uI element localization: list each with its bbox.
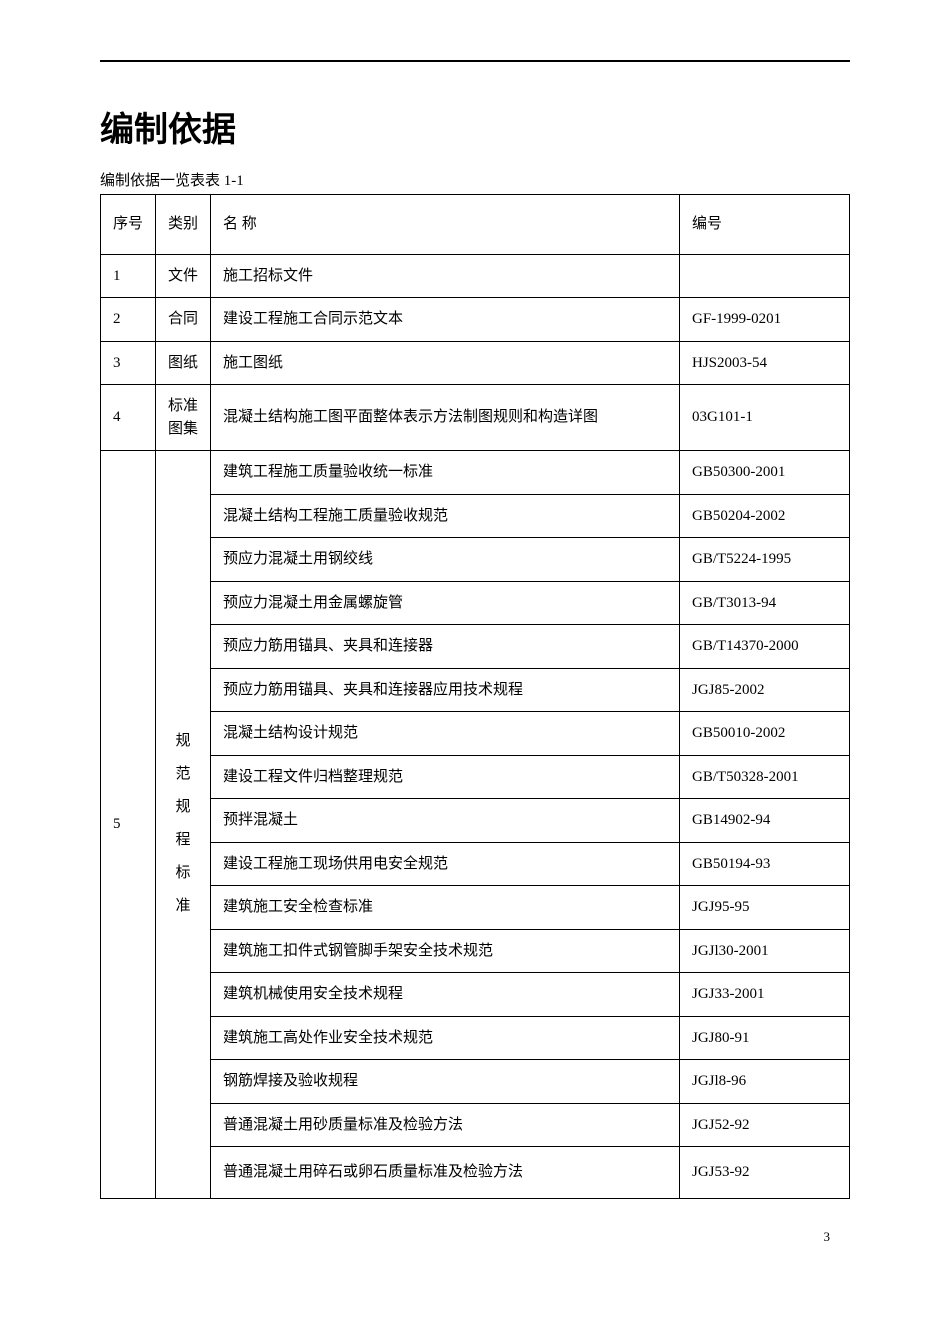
cell-code: GB50204-2002	[680, 494, 850, 538]
table-row: 预应力混凝土用金属螺旋管 GB/T3013-94	[101, 581, 850, 625]
table-row: 4 标准 图集 混凝土结构施工图平面整体表示方法制图规则和构造详图 03G101…	[101, 385, 850, 451]
cell-code: JGJl8-96	[680, 1060, 850, 1104]
cell-seq: 4	[101, 385, 156, 451]
page-number: 3	[100, 1229, 850, 1245]
cell-code: JGJ85-2002	[680, 668, 850, 712]
table-caption: 编制依据一览表表 1-1	[100, 169, 850, 190]
cell-name: 建设工程施工现场供用电安全规范	[211, 842, 680, 886]
table-row: 普通混凝土用砂质量标准及检验方法 JGJ52-92	[101, 1103, 850, 1147]
cell-seq: 5	[101, 451, 156, 1199]
table-row: 钢筋焊接及验收规程 JGJl8-96	[101, 1060, 850, 1104]
header-category: 类别	[156, 195, 211, 255]
cell-category: 文件	[156, 254, 211, 298]
cell-name: 普通混凝土用碎石或卵石质量标准及检验方法	[211, 1147, 680, 1199]
table-row: 建筑施工安全检查标准 JGJ95-95	[101, 886, 850, 930]
cell-code: GB14902-94	[680, 799, 850, 843]
header-name: 名 称	[211, 195, 680, 255]
cell-code: JGJ53-92	[680, 1147, 850, 1199]
cell-name: 预拌混凝土	[211, 799, 680, 843]
cell-code: GB50300-2001	[680, 451, 850, 495]
standards-table: 序号 类别 名 称 编号 1 文件 施工招标文件 2 合同 建设工程施工合同示范…	[100, 194, 850, 1199]
cell-code: GB/T3013-94	[680, 581, 850, 625]
cell-code: JGJ52-92	[680, 1103, 850, 1147]
page-title: 编制依据	[100, 102, 850, 151]
cell-name: 钢筋焊接及验收规程	[211, 1060, 680, 1104]
table-row: 预应力混凝土用钢绞线 GB/T5224-1995	[101, 538, 850, 582]
table-row: 建筑施工高处作业安全技术规范 JGJ80-91	[101, 1016, 850, 1060]
header-rule	[100, 60, 850, 62]
cell-name: 建筑工程施工质量验收统一标准	[211, 451, 680, 495]
cell-code: GB50010-2002	[680, 712, 850, 756]
cell-name: 建设工程文件归档整理规范	[211, 755, 680, 799]
cell-category: 图纸	[156, 341, 211, 385]
cell-name: 混凝土结构施工图平面整体表示方法制图规则和构造详图	[211, 385, 680, 451]
cell-code: 03G101-1	[680, 385, 850, 451]
cell-name: 预应力混凝土用金属螺旋管	[211, 581, 680, 625]
cell-name: 施工图纸	[211, 341, 680, 385]
table-row: 建筑机械使用安全技术规程 JGJ33-2001	[101, 973, 850, 1017]
cell-code: JGJl30-2001	[680, 929, 850, 973]
cell-code	[680, 254, 850, 298]
cell-name: 预应力混凝土用钢绞线	[211, 538, 680, 582]
cell-code: JGJ33-2001	[680, 973, 850, 1017]
cell-code: GB50194-93	[680, 842, 850, 886]
table-row: 建筑施工扣件式钢管脚手架安全技术规范 JGJl30-2001	[101, 929, 850, 973]
table-row: 建设工程施工现场供用电安全规范 GB50194-93	[101, 842, 850, 886]
table-row: 普通混凝土用碎石或卵石质量标准及检验方法 JGJ53-92	[101, 1147, 850, 1199]
cell-code: GB/T50328-2001	[680, 755, 850, 799]
cell-name: 混凝土结构工程施工质量验收规范	[211, 494, 680, 538]
table-row: 建设工程文件归档整理规范 GB/T50328-2001	[101, 755, 850, 799]
cell-name: 建筑施工安全检查标准	[211, 886, 680, 930]
table-row: 5 规 范 规 程 标 准 建筑工程施工质量验收统一标准 GB50300-200…	[101, 451, 850, 495]
cell-name: 建筑机械使用安全技术规程	[211, 973, 680, 1017]
cell-name: 建筑施工扣件式钢管脚手架安全技术规范	[211, 929, 680, 973]
cell-name: 施工招标文件	[211, 254, 680, 298]
cell-category: 合同	[156, 298, 211, 342]
table-header-row: 序号 类别 名 称 编号	[101, 195, 850, 255]
cell-name: 混凝土结构设计规范	[211, 712, 680, 756]
cell-seq: 3	[101, 341, 156, 385]
table-row: 1 文件 施工招标文件	[101, 254, 850, 298]
header-code: 编号	[680, 195, 850, 255]
cell-seq: 1	[101, 254, 156, 298]
cell-code: GF-1999-0201	[680, 298, 850, 342]
table-row: 2 合同 建设工程施工合同示范文本 GF-1999-0201	[101, 298, 850, 342]
cell-code: HJS2003-54	[680, 341, 850, 385]
cell-code: JGJ80-91	[680, 1016, 850, 1060]
table-row: 混凝土结构设计规范 GB50010-2002	[101, 712, 850, 756]
table-row: 预应力筋用锚具、夹具和连接器 GB/T14370-2000	[101, 625, 850, 669]
cell-name: 预应力筋用锚具、夹具和连接器	[211, 625, 680, 669]
cell-code: GB/T14370-2000	[680, 625, 850, 669]
table-row: 混凝土结构工程施工质量验收规范 GB50204-2002	[101, 494, 850, 538]
cell-seq: 2	[101, 298, 156, 342]
cell-category: 标准 图集	[156, 385, 211, 451]
cell-code: JGJ95-95	[680, 886, 850, 930]
cell-name: 建设工程施工合同示范文本	[211, 298, 680, 342]
cell-code: GB/T5224-1995	[680, 538, 850, 582]
table-row: 预应力筋用锚具、夹具和连接器应用技术规程 JGJ85-2002	[101, 668, 850, 712]
cell-name: 建筑施工高处作业安全技术规范	[211, 1016, 680, 1060]
table-row: 预拌混凝土 GB14902-94	[101, 799, 850, 843]
cell-name: 普通混凝土用砂质量标准及检验方法	[211, 1103, 680, 1147]
table-row: 3 图纸 施工图纸 HJS2003-54	[101, 341, 850, 385]
cell-name: 预应力筋用锚具、夹具和连接器应用技术规程	[211, 668, 680, 712]
header-seq: 序号	[101, 195, 156, 255]
cell-category: 规 范 规 程 标 准	[156, 451, 211, 1199]
